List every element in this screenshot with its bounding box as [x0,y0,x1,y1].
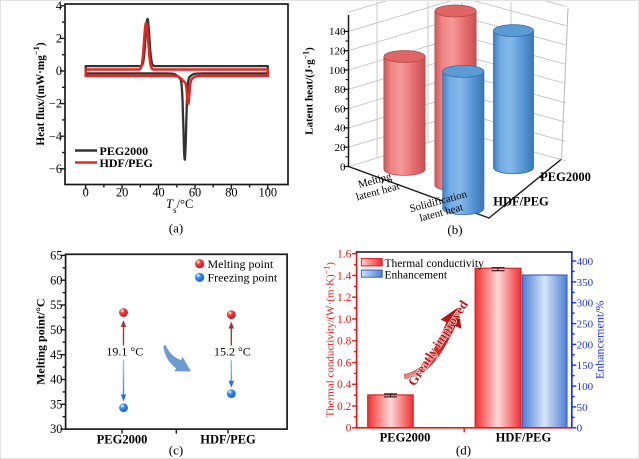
svg-text:19.1 °C: 19.1 °C [106,345,143,359]
svg-text:300: 300 [577,298,594,310]
svg-text:1.4: 1.4 [337,270,352,282]
svg-text:200: 200 [577,339,594,351]
svg-text:HDF/PEG: HDF/PEG [100,156,153,170]
svg-text:40: 40 [50,373,62,387]
svg-text:50: 50 [50,323,62,337]
svg-text:(a): (a) [169,221,183,236]
svg-text:0.2: 0.2 [337,401,352,413]
svg-text:Heat flux/(mW·mg−1): Heat flux/(mW·mg−1) [31,42,47,146]
svg-text:55: 55 [50,298,62,312]
svg-text:HDF/PEG: HDF/PEG [493,195,549,209]
svg-text:100: 100 [577,381,594,393]
svg-text:100: 100 [259,185,277,199]
svg-text:30: 30 [50,422,62,436]
svg-text:Thermal conductivity/(W·(m·K)−: Thermal conductivity/(W·(m·K)−1) [322,262,337,418]
svg-text:0: 0 [56,64,62,78]
svg-text:Latent heat/(J·g−1): Latent heat/(J·g−1) [301,47,316,135]
svg-text:−4: −4 [49,129,62,143]
svg-text:Thermal conductivity: Thermal conductivity [385,258,485,270]
svg-text:PEG2000: PEG2000 [540,170,591,184]
svg-text:80: 80 [225,185,237,199]
svg-text:150: 150 [577,360,594,372]
svg-text:0: 0 [346,423,352,435]
svg-text:Melting point: Melting point [208,257,274,271]
svg-text:Enhancement/%: Enhancement/% [593,300,607,379]
svg-text:60: 60 [335,103,347,115]
svg-text:Ts/°C: Ts/°C [166,197,193,215]
svg-text:0.4: 0.4 [337,379,352,391]
svg-text:4: 4 [56,0,62,13]
svg-text:120: 120 [329,46,346,58]
svg-text:0: 0 [83,185,89,199]
svg-text:100: 100 [329,65,346,77]
svg-text:Freezing point: Freezing point [208,271,278,285]
svg-text:140: 140 [329,26,346,38]
svg-text:0: 0 [577,423,583,435]
svg-text:60: 60 [50,273,62,287]
svg-text:Melting point/°C: Melting point/°C [34,298,48,384]
svg-text:1.0: 1.0 [337,314,352,326]
svg-text:−2: −2 [49,97,62,111]
svg-text:(d): (d) [456,443,471,458]
svg-text:0.6: 0.6 [337,357,352,369]
svg-text:HDF/PEG: HDF/PEG [496,431,552,445]
svg-text:PEG2000: PEG2000 [97,433,148,447]
svg-text:15.2 °C: 15.2 °C [214,345,251,359]
svg-text:20: 20 [116,185,128,199]
svg-text:40: 40 [335,123,347,135]
svg-text:35: 35 [50,397,62,411]
svg-text:250: 250 [577,318,594,330]
svg-text:350: 350 [577,277,594,289]
svg-text:20: 20 [335,142,347,154]
svg-text:Greatly improved: Greatly improved [404,297,471,389]
svg-text:HDF/PEG: HDF/PEG [200,433,256,447]
svg-text:60: 60 [189,185,201,199]
svg-text:40: 40 [152,185,164,199]
svg-text:1.2: 1.2 [337,292,352,304]
svg-text:−6: −6 [49,162,62,176]
svg-text:80: 80 [335,84,347,96]
svg-text:65: 65 [50,249,62,263]
svg-text:45: 45 [50,348,62,362]
svg-text:1.6: 1.6 [337,249,352,261]
svg-text:(b): (b) [447,222,462,237]
svg-text:PEG2000: PEG2000 [100,144,149,158]
svg-text:0: 0 [340,161,346,173]
svg-text:50: 50 [577,402,589,414]
svg-text:400: 400 [577,256,594,268]
svg-text:0.8: 0.8 [337,336,352,348]
svg-text:PEG2000: PEG2000 [380,431,431,445]
svg-text:2: 2 [56,32,62,46]
svg-text:Enhancement: Enhancement [385,269,448,281]
svg-text:(c): (c) [169,443,183,458]
